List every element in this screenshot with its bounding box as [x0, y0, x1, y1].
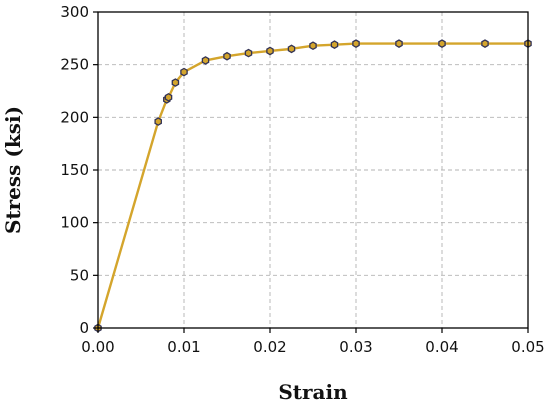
x-tick-labels: 0.00 0.01 0.02 0.03 0.04 0.05	[81, 338, 544, 356]
y-tick-labels: 0 50 100 150 200 250 300	[60, 3, 89, 337]
grid-lines	[97, 11, 529, 329]
data-point-marker	[180, 67, 188, 77]
data-point-marker	[481, 39, 489, 48]
x-tick-label: 0.00	[81, 338, 114, 356]
x-tick-label: 0.02	[253, 338, 286, 356]
data-point-marker	[171, 78, 180, 87]
series-layer	[94, 39, 532, 333]
x-tick-label: 0.01	[167, 338, 200, 356]
data-point-marker	[244, 48, 253, 58]
x-axis-title: Strain	[278, 380, 348, 404]
data-point-marker	[309, 41, 317, 51]
data-point-marker	[395, 39, 403, 48]
data-point-marker	[352, 39, 360, 48]
data-point-marker	[223, 51, 231, 61]
data-point-marker	[201, 56, 210, 65]
data-point-marker	[266, 46, 274, 56]
data-point-marker	[287, 44, 296, 54]
data-point-marker	[330, 40, 339, 50]
x-tick-label: 0.05	[511, 338, 544, 356]
y-tick-label: 100	[60, 214, 89, 232]
data-point-marker	[154, 117, 162, 126]
x-tick-label: 0.03	[339, 338, 372, 356]
x-tick-label: 0.04	[425, 338, 458, 356]
tick-marks	[93, 11, 529, 333]
y-tick-label: 0	[79, 319, 89, 337]
y-tick-label: 250	[60, 56, 89, 74]
y-axis-title: Stress (ksi)	[1, 106, 25, 234]
y-tick-label: 50	[70, 266, 89, 284]
data-point-marker	[438, 39, 446, 48]
series-line	[96, 42, 528, 329]
y-tick-label: 150	[60, 161, 89, 179]
y-tick-label: 200	[60, 108, 89, 126]
y-tick-label: 300	[60, 3, 89, 21]
data-point-marker	[164, 92, 173, 102]
